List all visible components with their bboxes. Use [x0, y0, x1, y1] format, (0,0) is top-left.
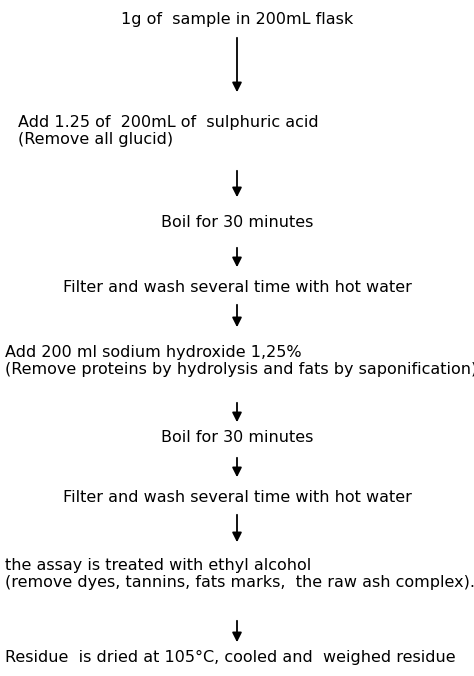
Text: Add 1.25 of  200mL of  sulphuric acid
(Remove all glucid): Add 1.25 of 200mL of sulphuric acid (Rem…: [18, 115, 319, 147]
Text: Filter and wash several time with hot water: Filter and wash several time with hot wa…: [63, 490, 411, 505]
Text: Boil for 30 minutes: Boil for 30 minutes: [161, 215, 313, 230]
Text: Add 200 ml sodium hydroxide 1,25%
(Remove proteins by hydrolysis and fats by sap: Add 200 ml sodium hydroxide 1,25% (Remov…: [5, 345, 474, 377]
Text: the assay is treated with ethyl alcohol
(remove dyes, tannins, fats marks,  the : the assay is treated with ethyl alcohol …: [5, 558, 474, 590]
Text: Residue  is dried at 105°C, cooled and  weighed residue: Residue is dried at 105°C, cooled and we…: [5, 650, 456, 665]
Text: Boil for 30 minutes: Boil for 30 minutes: [161, 430, 313, 445]
Text: 1g of  sample in 200mL flask: 1g of sample in 200mL flask: [121, 12, 353, 27]
Text: Filter and wash several time with hot water: Filter and wash several time with hot wa…: [63, 280, 411, 295]
